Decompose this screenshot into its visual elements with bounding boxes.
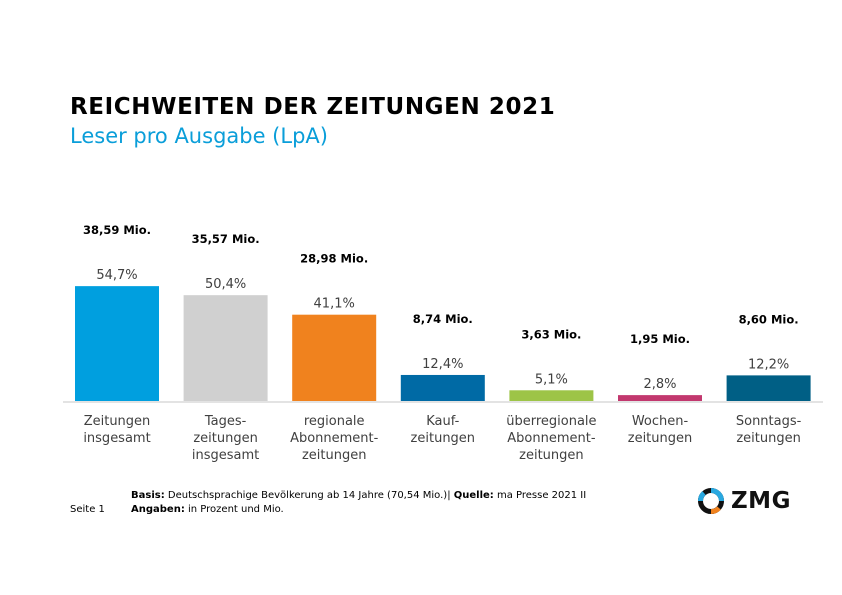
footnote-info: Angaben: in Prozent und Mio. — [131, 504, 284, 515]
zmg-logo: ZMG — [697, 487, 791, 515]
category-tick-label: zeitungen — [736, 431, 801, 446]
category-tick-label: Abonnement- — [290, 431, 379, 446]
category-tick-label: regionale — [304, 414, 365, 429]
data-label-percent: 50,4% — [205, 277, 246, 292]
info-label: Angaben: — [131, 504, 185, 515]
category-tick-label: insgesamt — [192, 448, 259, 463]
category-tick-label: zeitungen — [519, 448, 584, 463]
category-tick-label: insgesamt — [83, 431, 150, 446]
data-label-percent: 2,8% — [643, 377, 676, 392]
chart-title: REICHWEITEN DER ZEITUNGEN 2021 — [70, 94, 556, 120]
basis-label: Basis: — [131, 490, 165, 501]
category-tick-label: überregionale — [506, 414, 596, 429]
category-tick-label: zeitungen — [302, 448, 367, 463]
source-text: ma Presse 2021 II — [493, 490, 587, 501]
bar — [509, 390, 594, 401]
category-tick-label: zeitungen — [628, 431, 693, 446]
data-label-millions: 8,74 Mio. — [413, 312, 473, 326]
category-tick-label: Kauf- — [426, 414, 459, 429]
category-tick-label: Sonntags- — [736, 414, 802, 429]
footnote-basis: Basis: Deutschsprachige Bevölkerung ab 1… — [131, 490, 586, 501]
source-label: Quelle: — [453, 490, 494, 501]
page-number: Seite 1 — [70, 504, 105, 515]
category-tick-label: zeitungen — [411, 431, 476, 446]
data-label-millions: 38,59 Mio. — [83, 223, 151, 237]
data-label-percent: 12,4% — [422, 357, 463, 372]
category-tick-label: Abonnement- — [507, 431, 596, 446]
zmg-logo-text: ZMG — [731, 488, 791, 514]
chart-subtitle: Leser pro Ausgabe (LpA) — [70, 124, 328, 148]
data-label-millions: 28,98 Mio. — [300, 252, 368, 266]
bar — [75, 286, 159, 401]
data-label-percent: 41,1% — [314, 297, 355, 312]
bar — [183, 295, 268, 401]
bar — [726, 375, 811, 401]
bar — [400, 374, 485, 401]
category-tick-label: Zeitungen — [84, 414, 151, 429]
data-label-millions: 3,63 Mio. — [521, 327, 581, 341]
data-label-percent: 5,1% — [535, 372, 568, 387]
category-tick-label: Tages- — [204, 414, 247, 429]
category-tick-label: zeitungen — [193, 431, 258, 446]
zmg-ring-icon — [698, 488, 724, 514]
basis-text: Deutschsprachige Bevölkerung ab 14 Jahre… — [164, 490, 454, 501]
data-label-percent: 54,7% — [96, 268, 137, 283]
data-label-millions: 8,60 Mio. — [739, 312, 799, 326]
category-tick-label: Wochen- — [632, 414, 689, 429]
data-label-percent: 12,2% — [748, 357, 789, 372]
info-text: in Prozent und Mio. — [184, 504, 284, 515]
bar — [618, 395, 702, 401]
data-label-millions: 1,95 Mio. — [630, 332, 690, 346]
data-label-millions: 35,57 Mio. — [192, 232, 260, 246]
bar — [292, 314, 377, 401]
